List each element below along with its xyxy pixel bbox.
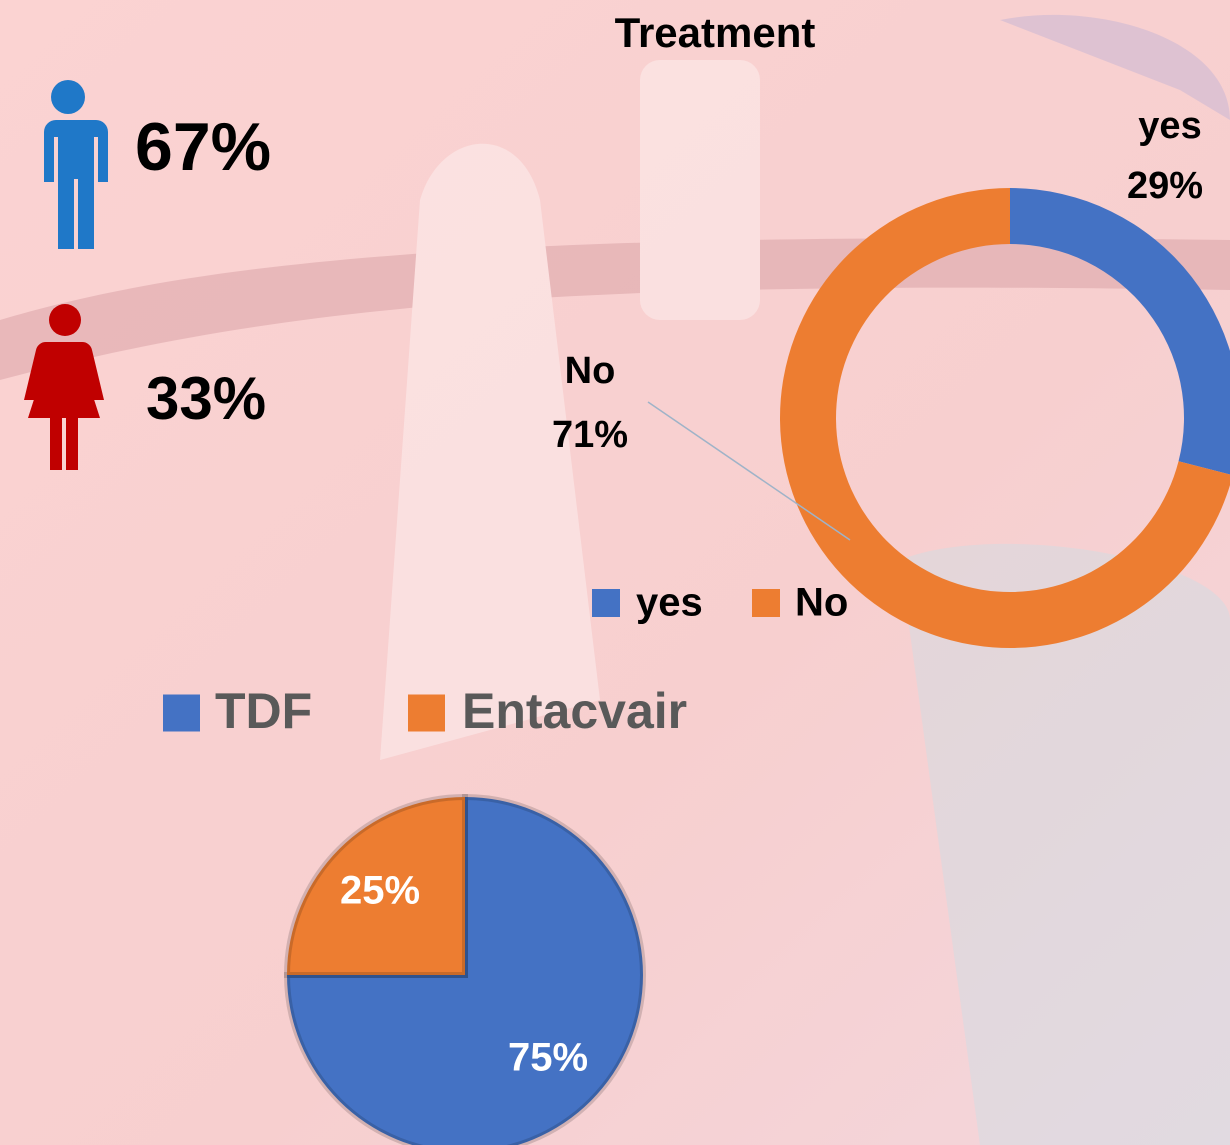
legend-swatch xyxy=(752,589,780,617)
legend-label: yes xyxy=(636,581,703,625)
male-percent: 67% xyxy=(135,109,271,185)
data-label-category: yes xyxy=(1138,105,1201,147)
chart-title: Treatment xyxy=(615,9,816,56)
data-label-category: No xyxy=(565,350,616,392)
infographic: 67% 33% Treatment yes 29% yes No 71% No 75% TDF… xyxy=(0,0,1230,1145)
legend-swatch xyxy=(592,589,620,617)
legend-label: Entacvair xyxy=(462,683,687,739)
page: { "gender": [ {"label": "67%", "color": … xyxy=(0,0,1230,1145)
legend-swatch xyxy=(163,695,200,732)
data-label: 25% xyxy=(340,869,420,913)
data-label: 75% xyxy=(508,1036,588,1080)
legend-label: No xyxy=(795,581,848,625)
female-percent: 33% xyxy=(146,365,266,432)
legend-swatch xyxy=(408,695,445,732)
legend-label: TDF xyxy=(215,683,312,739)
data-label: 29% xyxy=(1127,165,1203,207)
data-label: 71% xyxy=(552,414,628,456)
